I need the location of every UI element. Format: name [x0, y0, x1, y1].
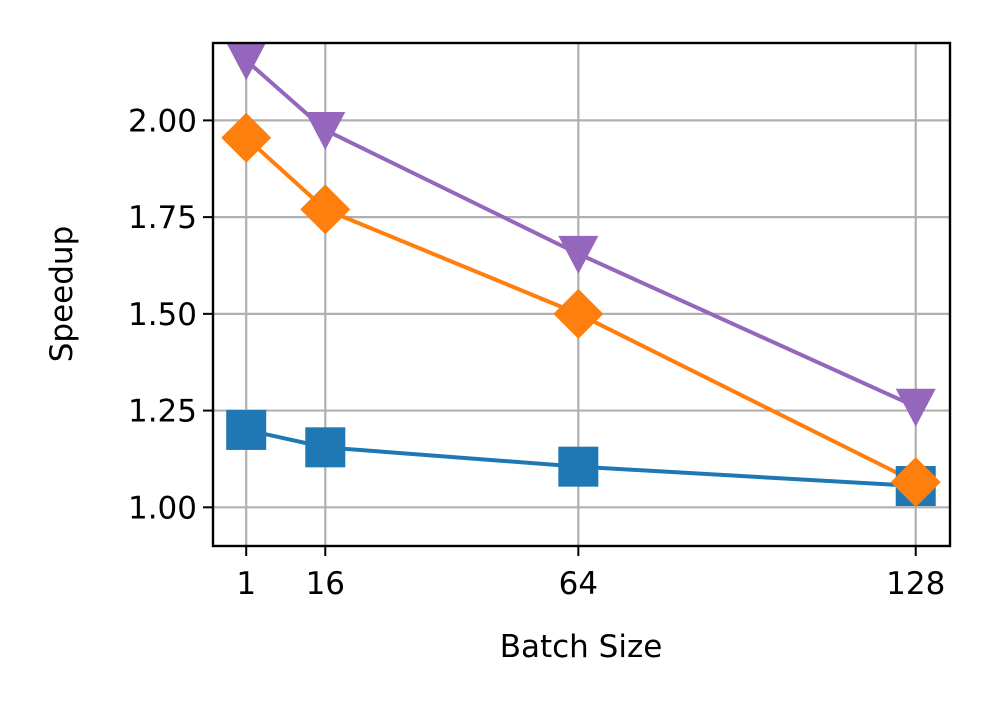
x-tick-label: 16: [306, 566, 345, 602]
x-tick-label: 64: [559, 566, 598, 602]
y-tick-label: 1.00: [128, 490, 197, 526]
data-point-square: [305, 427, 346, 468]
series-line: [244, 58, 917, 409]
series-line: [244, 136, 917, 484]
series-line: [245, 427, 916, 489]
x-tick-label: 1: [236, 566, 256, 602]
x-tick-label: 128: [886, 566, 945, 602]
tick-layer: 1 16 64 128 1.00 1.25 1.50 1.75 2.00: [128, 103, 945, 602]
data-point-triangle: [305, 112, 346, 151]
data-point-diamond: [553, 288, 604, 339]
y-tick-label: 2.00: [128, 103, 197, 139]
data-point-square: [558, 446, 599, 487]
data-point-diamond: [300, 184, 351, 235]
data-point-diamond: [221, 112, 272, 163]
plot-frame: [211, 41, 952, 548]
y-tick-label: 1.75: [128, 200, 197, 236]
series-layer: [221, 42, 941, 508]
y-tick-label: 1.25: [128, 394, 197, 430]
y-tick-label: 1.50: [128, 297, 197, 333]
x-axis-label: Batch Size: [500, 629, 663, 665]
data-point-diamond: [890, 457, 941, 508]
y-axis-label: Speedup: [44, 226, 80, 363]
data-point-square: [226, 409, 267, 450]
data-point-triangle: [895, 388, 936, 427]
data-point-triangle: [226, 42, 267, 81]
data-point-triangle: [558, 235, 599, 274]
